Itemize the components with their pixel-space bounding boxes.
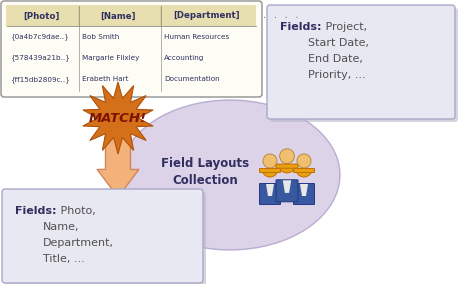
- Circle shape: [280, 149, 294, 164]
- FancyBboxPatch shape: [2, 189, 203, 283]
- Text: End Date,: End Date,: [308, 54, 363, 64]
- Polygon shape: [266, 184, 274, 196]
- Text: Fields:: Fields:: [15, 206, 56, 216]
- Wedge shape: [296, 169, 312, 177]
- FancyBboxPatch shape: [260, 168, 280, 172]
- Wedge shape: [278, 164, 295, 173]
- FancyBboxPatch shape: [160, 5, 256, 27]
- Text: Human Resources: Human Resources: [164, 34, 229, 40]
- Text: Department,: Department,: [43, 238, 114, 248]
- Ellipse shape: [120, 100, 340, 250]
- Text: Fields:: Fields:: [280, 22, 322, 32]
- Text: Bob Smith: Bob Smith: [82, 34, 119, 40]
- FancyBboxPatch shape: [78, 5, 161, 27]
- Polygon shape: [300, 184, 308, 196]
- Wedge shape: [262, 169, 278, 177]
- Text: [Photo]: [Photo]: [23, 11, 59, 20]
- Circle shape: [263, 154, 277, 168]
- Text: Project,: Project,: [322, 22, 367, 32]
- FancyBboxPatch shape: [294, 183, 315, 204]
- FancyBboxPatch shape: [276, 180, 298, 202]
- FancyBboxPatch shape: [270, 8, 458, 122]
- Text: Photo,: Photo,: [57, 206, 96, 216]
- Text: . . . .: . . . .: [262, 11, 300, 20]
- Circle shape: [297, 154, 311, 168]
- FancyBboxPatch shape: [276, 164, 298, 168]
- Text: Name,: Name,: [43, 222, 80, 232]
- FancyBboxPatch shape: [260, 183, 280, 204]
- Polygon shape: [283, 180, 291, 193]
- FancyArrowPatch shape: [97, 138, 139, 197]
- FancyBboxPatch shape: [294, 168, 315, 172]
- FancyBboxPatch shape: [1, 1, 262, 97]
- Text: Erabeth Hart: Erabeth Hart: [82, 76, 129, 82]
- Text: Margarie Flixley: Margarie Flixley: [82, 55, 139, 61]
- Text: [Department]: [Department]: [173, 11, 240, 20]
- Text: Title, ...: Title, ...: [43, 254, 85, 264]
- Text: Field Layouts
Collection: Field Layouts Collection: [161, 156, 249, 187]
- FancyBboxPatch shape: [6, 5, 79, 27]
- Polygon shape: [83, 82, 153, 154]
- Text: [Name]: [Name]: [100, 11, 136, 20]
- Text: {578439a21b..}: {578439a21b..}: [10, 55, 70, 61]
- Text: Documentation: Documentation: [164, 76, 220, 82]
- Text: {ff15db2809c..}: {ff15db2809c..}: [10, 76, 70, 83]
- Text: Start Date,: Start Date,: [308, 38, 369, 48]
- Text: {0a4b7c9dae..}: {0a4b7c9dae..}: [10, 33, 69, 40]
- Text: Priority, ...: Priority, ...: [308, 70, 365, 80]
- FancyBboxPatch shape: [267, 5, 455, 119]
- FancyBboxPatch shape: [5, 192, 206, 284]
- Text: MATCH!: MATCH!: [89, 112, 147, 124]
- Text: Accounting: Accounting: [164, 55, 204, 61]
